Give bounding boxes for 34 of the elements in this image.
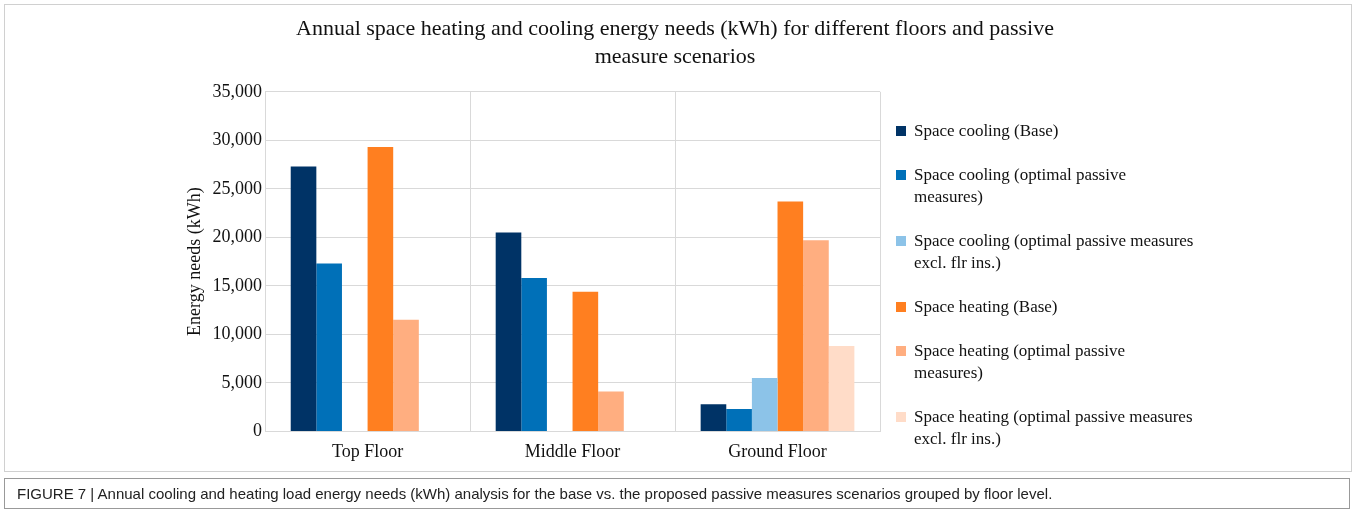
chart-title: Annual space heating and cooling energy needs (kWh) for different floors and passive measure scenarios <box>295 14 1055 70</box>
y-tick-label: 15,000 <box>212 274 263 295</box>
y-tick-label: 0 <box>253 420 263 441</box>
y-tick-label: 5,000 <box>221 371 263 392</box>
legend-label: Space cooling (optimal passive measures excl. flr ins.) <box>914 230 1195 274</box>
y-tick-label: 20,000 <box>212 226 263 247</box>
bar <box>316 263 342 431</box>
bar <box>726 409 752 431</box>
bar <box>290 166 317 431</box>
bar <box>495 232 522 431</box>
legend-label: Space cooling (optimal passive measures) <box>914 164 1127 208</box>
x-tick-label: Middle Floor <box>524 440 621 461</box>
bar <box>367 147 394 431</box>
y-axis-title: Energy needs (kWh) <box>183 187 205 336</box>
caption: FIGURE 7 | Annual cooling and heating load energy needs (kWh) analysis for the base vs. the proposed passive measures scenarios grouped by floor level. <box>4 478 1350 509</box>
bar <box>393 319 419 431</box>
x-tick-label: Top Floor <box>331 440 404 461</box>
legend-label: Space heating (Base) <box>914 296 1058 318</box>
bar <box>521 278 547 431</box>
bar <box>751 378 778 431</box>
y-tick-label: 25,000 <box>212 177 263 198</box>
bar <box>572 291 599 431</box>
bar <box>777 201 804 431</box>
bar <box>598 391 624 431</box>
x-tick-label: Ground Floor <box>728 440 827 461</box>
bar <box>700 404 727 431</box>
y-tick-label: 35,000 <box>212 80 263 101</box>
y-tick-label: 30,000 <box>212 129 263 150</box>
legend-label: Space cooling (Base) <box>914 120 1059 142</box>
legend-label: Space heating (optimal passive measures) <box>914 340 1127 384</box>
y-tick-label: 10,000 <box>212 323 263 344</box>
legend-label: Space heating (optimal passive measures excl. flr ins.) <box>914 406 1194 450</box>
bar <box>828 346 855 431</box>
bar <box>803 240 829 431</box>
